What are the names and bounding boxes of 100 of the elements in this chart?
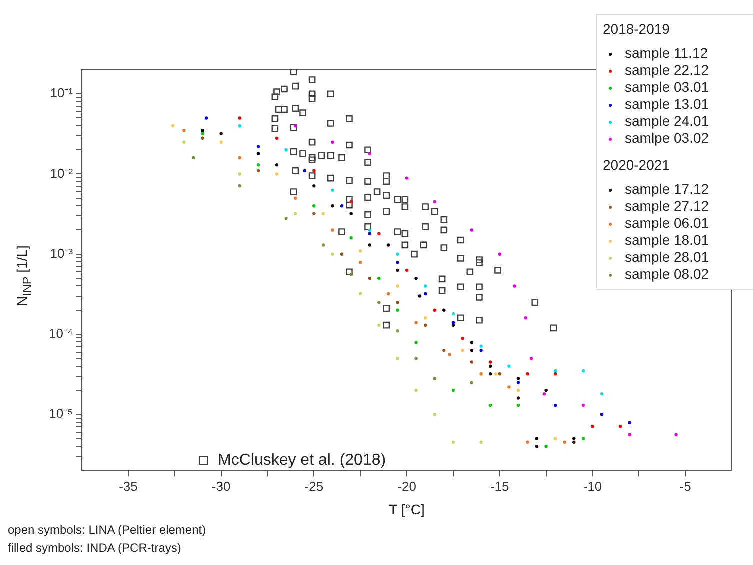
point bbox=[220, 132, 223, 136]
point bbox=[542, 392, 546, 396]
legend-label: sample 27.12 bbox=[625, 198, 710, 214]
point bbox=[284, 216, 288, 220]
point bbox=[256, 152, 260, 156]
x-tick-label: -15 bbox=[490, 478, 510, 494]
x-tick-label: -5 bbox=[680, 478, 692, 494]
text: open symbols: LINA (Peltier element) bbox=[8, 523, 206, 537]
x-tick-label: -35 bbox=[119, 478, 138, 494]
legend-title: 2018-2019 bbox=[603, 21, 671, 37]
point bbox=[470, 341, 474, 344]
point bbox=[494, 372, 498, 376]
point bbox=[452, 312, 456, 316]
point bbox=[433, 413, 436, 416]
point bbox=[204, 116, 208, 120]
point bbox=[256, 169, 260, 173]
point bbox=[461, 348, 464, 352]
point bbox=[378, 232, 381, 236]
point bbox=[386, 244, 390, 247]
point bbox=[256, 164, 260, 167]
point bbox=[182, 129, 186, 132]
point bbox=[359, 292, 362, 296]
legend-label: sample 22.12 bbox=[625, 62, 710, 78]
point bbox=[322, 212, 326, 216]
point bbox=[470, 228, 474, 232]
point bbox=[331, 204, 334, 208]
point bbox=[424, 284, 428, 288]
point bbox=[238, 124, 242, 128]
point bbox=[396, 284, 400, 288]
point bbox=[396, 252, 400, 256]
point bbox=[350, 236, 353, 240]
point bbox=[516, 388, 520, 392]
point bbox=[544, 444, 548, 448]
point bbox=[674, 433, 678, 436]
point bbox=[238, 172, 242, 176]
point bbox=[424, 292, 428, 296]
point bbox=[359, 249, 362, 253]
point bbox=[628, 433, 632, 436]
point bbox=[294, 196, 298, 200]
point bbox=[405, 176, 409, 180]
point bbox=[275, 172, 279, 176]
point bbox=[498, 372, 502, 376]
point bbox=[526, 372, 530, 376]
point bbox=[350, 272, 353, 276]
legend-label: sample 08.02 bbox=[625, 266, 710, 282]
point bbox=[312, 212, 316, 216]
point bbox=[396, 356, 400, 360]
point bbox=[396, 268, 400, 272]
point bbox=[350, 212, 353, 216]
y-tick-label: 10⁻² bbox=[50, 166, 74, 181]
y-tick-label: 10⁻³ bbox=[50, 246, 74, 261]
point bbox=[201, 129, 204, 132]
point bbox=[396, 260, 400, 264]
point bbox=[322, 244, 326, 247]
point bbox=[396, 330, 400, 333]
point bbox=[312, 169, 316, 173]
legend-label: sample 18.01 bbox=[625, 232, 710, 248]
x-tick-label: -20 bbox=[398, 478, 416, 494]
point bbox=[470, 360, 474, 364]
legend-label: sample 17.12 bbox=[625, 181, 710, 197]
point bbox=[554, 369, 558, 373]
point bbox=[480, 440, 483, 444]
point bbox=[452, 324, 456, 327]
point bbox=[554, 404, 558, 408]
point bbox=[386, 292, 390, 296]
point bbox=[470, 381, 474, 384]
point bbox=[368, 232, 372, 236]
point bbox=[452, 321, 456, 324]
point bbox=[182, 140, 186, 144]
point bbox=[312, 204, 316, 208]
point bbox=[414, 321, 418, 324]
point bbox=[368, 152, 372, 156]
point bbox=[591, 424, 594, 428]
point bbox=[201, 132, 204, 136]
x-tick-label: -10 bbox=[583, 478, 602, 494]
point bbox=[524, 316, 528, 320]
point bbox=[368, 244, 372, 247]
point bbox=[535, 444, 539, 448]
point bbox=[312, 184, 316, 188]
point bbox=[340, 204, 344, 208]
point bbox=[480, 344, 483, 348]
legend-label: sample 06.01 bbox=[625, 215, 710, 231]
point bbox=[516, 381, 520, 384]
point bbox=[572, 437, 576, 440]
legend-label: sample 03.01 bbox=[625, 79, 710, 95]
point bbox=[488, 364, 492, 368]
legend-label: sample 28.01 bbox=[625, 249, 710, 265]
point bbox=[238, 184, 242, 188]
point bbox=[513, 284, 516, 288]
point bbox=[448, 353, 452, 356]
point bbox=[433, 200, 436, 204]
point bbox=[433, 377, 436, 380]
point bbox=[331, 140, 334, 144]
legend-label: sample 24.01 bbox=[625, 113, 710, 129]
point bbox=[368, 228, 372, 232]
point bbox=[275, 136, 279, 140]
point bbox=[303, 169, 306, 173]
point bbox=[368, 276, 372, 280]
point bbox=[414, 341, 418, 344]
point bbox=[442, 308, 446, 312]
